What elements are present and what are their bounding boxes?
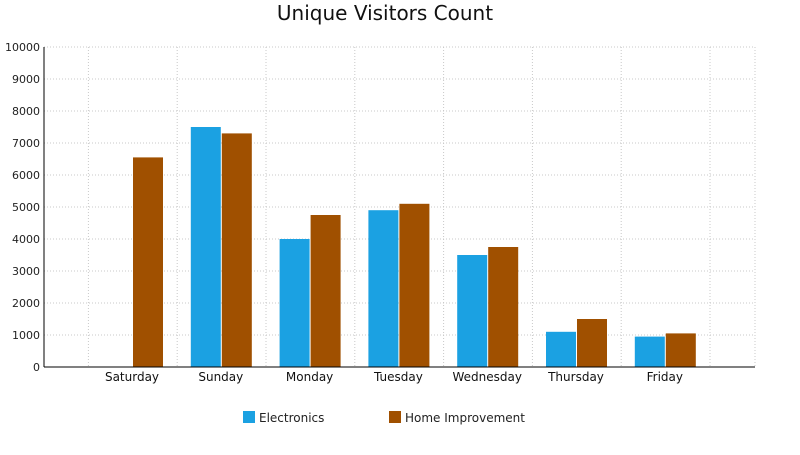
x-tick-label: Monday bbox=[286, 370, 333, 384]
bar-electronics-friday bbox=[634, 336, 665, 367]
bar-home-improvement-thursday bbox=[577, 319, 607, 367]
bar-home-improvement-sunday bbox=[221, 133, 252, 367]
legend-label: Home Improvement bbox=[405, 411, 525, 425]
bar-layer bbox=[133, 127, 696, 367]
y-tick-label: 0 bbox=[33, 361, 40, 374]
bar-home-improvement-monday bbox=[310, 215, 341, 367]
x-tick-label: Wednesday bbox=[452, 370, 521, 384]
bar-electronics-monday bbox=[279, 239, 310, 367]
y-tick-label: 3000 bbox=[12, 265, 40, 278]
y-tick-label: 5000 bbox=[12, 201, 40, 214]
legend-swatch bbox=[243, 411, 255, 423]
x-tick-label: Friday bbox=[647, 370, 683, 384]
x-tick-label: Saturday bbox=[105, 370, 159, 384]
bar-home-improvement-tuesday bbox=[399, 203, 430, 367]
y-tick-label: 7000 bbox=[12, 137, 40, 150]
grid-layer bbox=[44, 46, 756, 367]
chart-title: Unique Visitors Count bbox=[277, 1, 493, 25]
y-tick-label: 8000 bbox=[12, 105, 40, 118]
bar-electronics-wednesday bbox=[457, 255, 488, 367]
bar-home-improvement-wednesday bbox=[488, 247, 519, 367]
legend-label: Electronics bbox=[259, 411, 324, 425]
bar-electronics-thursday bbox=[546, 331, 576, 367]
legend: Electronics Home Improvement bbox=[243, 411, 525, 425]
legend-item: Electronics bbox=[243, 411, 324, 425]
y-tick-label: 10000 bbox=[5, 41, 40, 54]
y-tick-label: 6000 bbox=[12, 169, 40, 182]
x-tick-label: Sunday bbox=[198, 370, 243, 384]
bar-home-improvement-friday bbox=[665, 333, 696, 367]
y-tick-label: 4000 bbox=[12, 233, 40, 246]
y-tick-label: 2000 bbox=[12, 297, 40, 310]
bar-electronics-tuesday bbox=[368, 210, 399, 367]
bar-electronics-sunday bbox=[190, 127, 221, 367]
y-tick-label: 1000 bbox=[12, 329, 40, 342]
x-tick-label: Thursday bbox=[547, 370, 604, 384]
y-tick-label: 9000 bbox=[12, 73, 40, 86]
x-tick-label: Tuesday bbox=[373, 370, 423, 384]
legend-item: Home Improvement bbox=[389, 411, 525, 425]
bar-home-improvement-saturday bbox=[133, 157, 163, 367]
legend-swatch bbox=[389, 411, 401, 423]
axis-layer: 0 1000 2000 3000 4000 5000 6000 7000 8000 9000 100… bbox=[5, 41, 755, 384]
